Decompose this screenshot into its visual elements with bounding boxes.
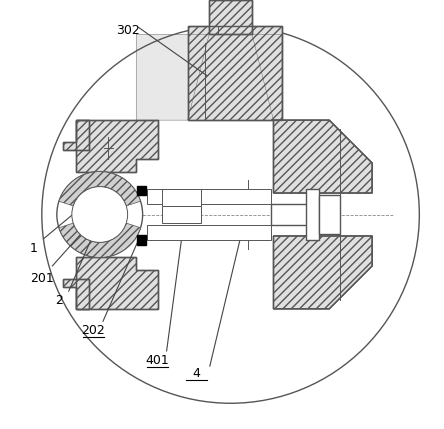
Text: 202: 202 [81,324,105,337]
Polygon shape [59,223,141,257]
Bar [209,0,252,34]
Polygon shape [63,279,89,309]
Polygon shape [274,120,372,193]
Bar [137,186,147,195]
Text: 201: 201 [30,272,54,285]
Polygon shape [76,257,158,309]
Polygon shape [136,34,209,120]
Bar [147,189,271,204]
Bar [162,189,201,206]
Polygon shape [76,120,158,172]
Polygon shape [274,236,372,309]
Text: 302: 302 [116,24,139,36]
Circle shape [72,187,127,242]
Polygon shape [59,172,141,206]
Bar [147,225,271,240]
Text: 401: 401 [146,354,170,367]
Text: 2: 2 [55,294,63,307]
Polygon shape [63,120,89,150]
Bar [162,206,201,223]
Bar [188,26,282,120]
Bar [271,204,310,225]
Bar [137,235,147,245]
Bar [318,195,340,234]
Circle shape [57,172,143,257]
Text: 4: 4 [192,367,200,380]
Bar [305,189,318,240]
Polygon shape [252,34,282,120]
Bar [188,26,282,120]
Text: 1: 1 [29,242,37,255]
Bar [209,0,252,34]
